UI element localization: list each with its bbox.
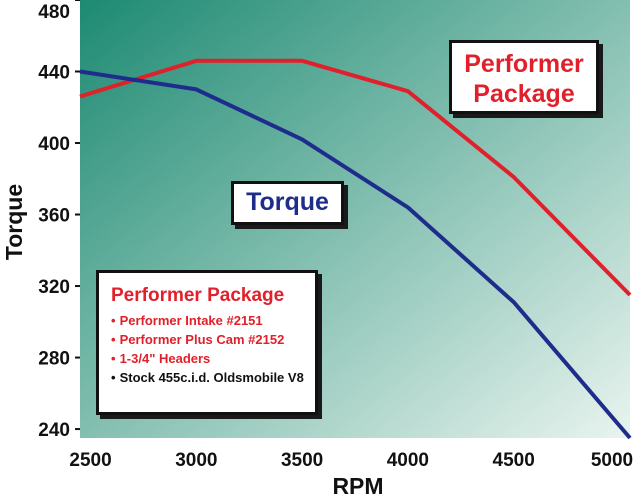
torque-callout: Torque (231, 181, 344, 225)
series-line-performer-package (79, 58, 632, 297)
x-tick-label: 4500 (493, 450, 535, 471)
y-tick-label: 280 (38, 349, 70, 370)
legend-item: • Performer Plus Cam #2152 (111, 330, 315, 349)
x-tick-label: 4000 (387, 450, 429, 471)
x-tick-label: 3500 (281, 450, 323, 471)
legend-items: • Performer Intake #2151 • Performer Plus C… (111, 311, 315, 387)
legend-item: • Stock 455c.i.d. Oldsmobile V8 (111, 368, 315, 387)
bullet-icon: • (111, 370, 116, 385)
x-axis-ticks: 2500 3000 3500 4000 4500 5000 (69, 450, 633, 471)
y-tick-label: 360 (38, 206, 70, 227)
x-tick-label: 3000 (175, 450, 217, 471)
performer-callout-line1: Performer (464, 50, 584, 78)
x-tick-label: 5000 (591, 450, 633, 471)
y-tick-label: 400 (38, 134, 70, 155)
x-axis-title: RPM (332, 473, 383, 498)
performer-callout-line2: Package (473, 80, 575, 108)
legend-title: Performer Package (111, 285, 285, 306)
series-layer (79, 58, 632, 440)
legend-box: Performer Package • Performer Intake #215… (96, 270, 318, 415)
legend-item: • Performer Intake #2151 (111, 311, 315, 330)
legend-item-text: Performer Intake #2151 (119, 313, 263, 328)
performer-package-callout: Performer Package (449, 40, 599, 114)
y-tick-label: 320 (38, 277, 70, 298)
legend-item-text: 1-3/4" Headers (119, 351, 211, 366)
x-tick-label: 2500 (69, 450, 111, 471)
y-tick-label: 480 (38, 2, 70, 23)
y-tick-label: 440 (38, 63, 70, 84)
legend-item: • 1-3/4" Headers (111, 349, 315, 368)
bullet-icon: • (111, 332, 116, 347)
bullet-icon: • (111, 313, 116, 328)
y-axis-title: Torque (1, 184, 27, 260)
y-tick-label: 240 (38, 420, 70, 441)
legend-item-text: Performer Plus Cam #2152 (119, 332, 285, 347)
bullet-icon: • (111, 351, 116, 366)
legend-item-text: Stock 455c.i.d. Oldsmobile V8 (119, 370, 304, 385)
y-axis-ticks: 240 280 320 360 400 440 480 (38, 0, 80, 441)
series-line-torque (79, 69, 632, 440)
